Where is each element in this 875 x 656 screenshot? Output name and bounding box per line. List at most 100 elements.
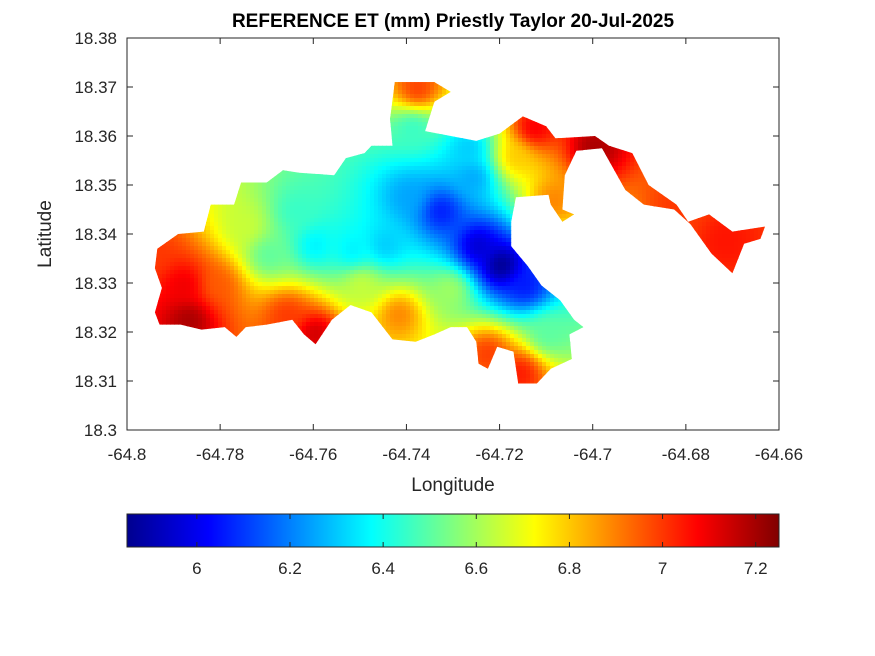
heat-cell	[326, 202, 331, 207]
heat-cell	[506, 130, 511, 135]
heat-cell	[558, 174, 563, 179]
heat-cell	[538, 126, 543, 131]
heat-cell	[434, 138, 439, 143]
heat-cell	[406, 82, 411, 87]
heat-cell	[550, 166, 555, 171]
heat-cell	[374, 198, 379, 203]
heat-cell	[422, 194, 427, 199]
heat-cell	[510, 158, 515, 163]
heat-cell	[394, 190, 399, 195]
heat-cell	[614, 154, 619, 159]
heat-cell	[430, 146, 435, 151]
heat-cell	[554, 162, 559, 167]
heat-cell	[522, 170, 527, 175]
heat-cell	[454, 166, 459, 171]
heat-cell	[394, 142, 399, 147]
heat-cell	[506, 178, 511, 183]
heat-cell	[558, 162, 563, 167]
heat-cell	[426, 162, 431, 167]
heat-cell	[546, 170, 551, 175]
heat-cell	[370, 170, 375, 175]
heat-cell	[402, 154, 407, 159]
heat-cell	[430, 170, 435, 175]
heat-cell	[406, 182, 411, 187]
heat-cell	[510, 186, 515, 191]
heat-cell	[510, 130, 515, 135]
heat-cell	[442, 178, 447, 183]
heat-cell	[474, 198, 479, 203]
heat-cell	[506, 186, 511, 191]
heat-cell	[470, 170, 475, 175]
heat-cell	[370, 150, 375, 155]
heat-cell	[386, 174, 391, 179]
heat-cell	[454, 146, 459, 151]
heat-cell	[422, 182, 427, 187]
heat-cell	[606, 154, 611, 159]
heat-cell	[418, 102, 423, 107]
heat-cell	[398, 98, 403, 103]
heat-cell	[558, 146, 563, 151]
heat-cell	[518, 162, 523, 167]
heat-cell	[490, 186, 495, 191]
heat-cell	[266, 206, 271, 211]
heat-cell	[298, 182, 303, 187]
heat-cell	[518, 142, 523, 147]
heat-cell	[290, 170, 295, 175]
heat-cell	[458, 138, 463, 143]
heat-cell	[562, 158, 567, 163]
heat-cell	[386, 202, 391, 207]
heat-cell	[506, 138, 511, 143]
chart-title: REFERENCE ET (mm) Priestly Taylor 20-Jul…	[232, 11, 674, 32]
heat-cell	[566, 154, 571, 159]
heat-cell	[514, 130, 519, 135]
heat-cell	[562, 142, 567, 147]
heat-cell	[398, 182, 403, 187]
heat-cell	[426, 166, 431, 171]
heat-cell	[298, 174, 303, 179]
heat-cell	[642, 182, 647, 187]
heat-cell	[402, 194, 407, 199]
heat-cell	[342, 174, 347, 179]
heat-cell	[478, 142, 483, 147]
heat-cell	[530, 178, 535, 183]
heat-cell	[550, 162, 555, 167]
heat-cell	[446, 150, 451, 155]
heat-cell	[398, 82, 403, 87]
heat-cell	[550, 138, 555, 143]
heat-cell	[242, 182, 247, 187]
heat-cell	[494, 194, 499, 199]
heat-cell	[434, 198, 439, 203]
heat-cell	[510, 194, 515, 199]
heat-cell	[290, 190, 295, 195]
heat-cell	[618, 170, 623, 175]
heat-cell	[294, 194, 299, 199]
heat-cell	[394, 158, 399, 163]
heat-cell	[418, 134, 423, 139]
heat-cell	[594, 138, 599, 143]
heat-cell	[550, 146, 555, 151]
heat-cell	[526, 122, 531, 127]
heat-cell	[410, 162, 415, 167]
heat-cell	[398, 102, 403, 107]
heat-cell	[518, 154, 523, 159]
heat-cell	[314, 194, 319, 199]
heat-cell	[418, 118, 423, 123]
heat-cell	[426, 146, 431, 151]
heat-cell	[622, 162, 627, 167]
heat-cell	[482, 158, 487, 163]
heat-cell	[494, 158, 499, 163]
heat-cell	[498, 170, 503, 175]
heat-cell	[486, 166, 491, 171]
heat-cell	[650, 186, 655, 191]
heat-cell	[430, 158, 435, 163]
heat-cell	[410, 202, 415, 207]
heat-cell	[610, 154, 615, 159]
heat-cell	[378, 190, 383, 195]
heat-cell	[498, 162, 503, 167]
heat-cell	[562, 150, 567, 155]
heat-cell	[602, 150, 607, 155]
heat-cell	[482, 186, 487, 191]
heat-cell	[438, 166, 443, 171]
heat-cell	[362, 174, 367, 179]
heat-cell	[482, 194, 487, 199]
